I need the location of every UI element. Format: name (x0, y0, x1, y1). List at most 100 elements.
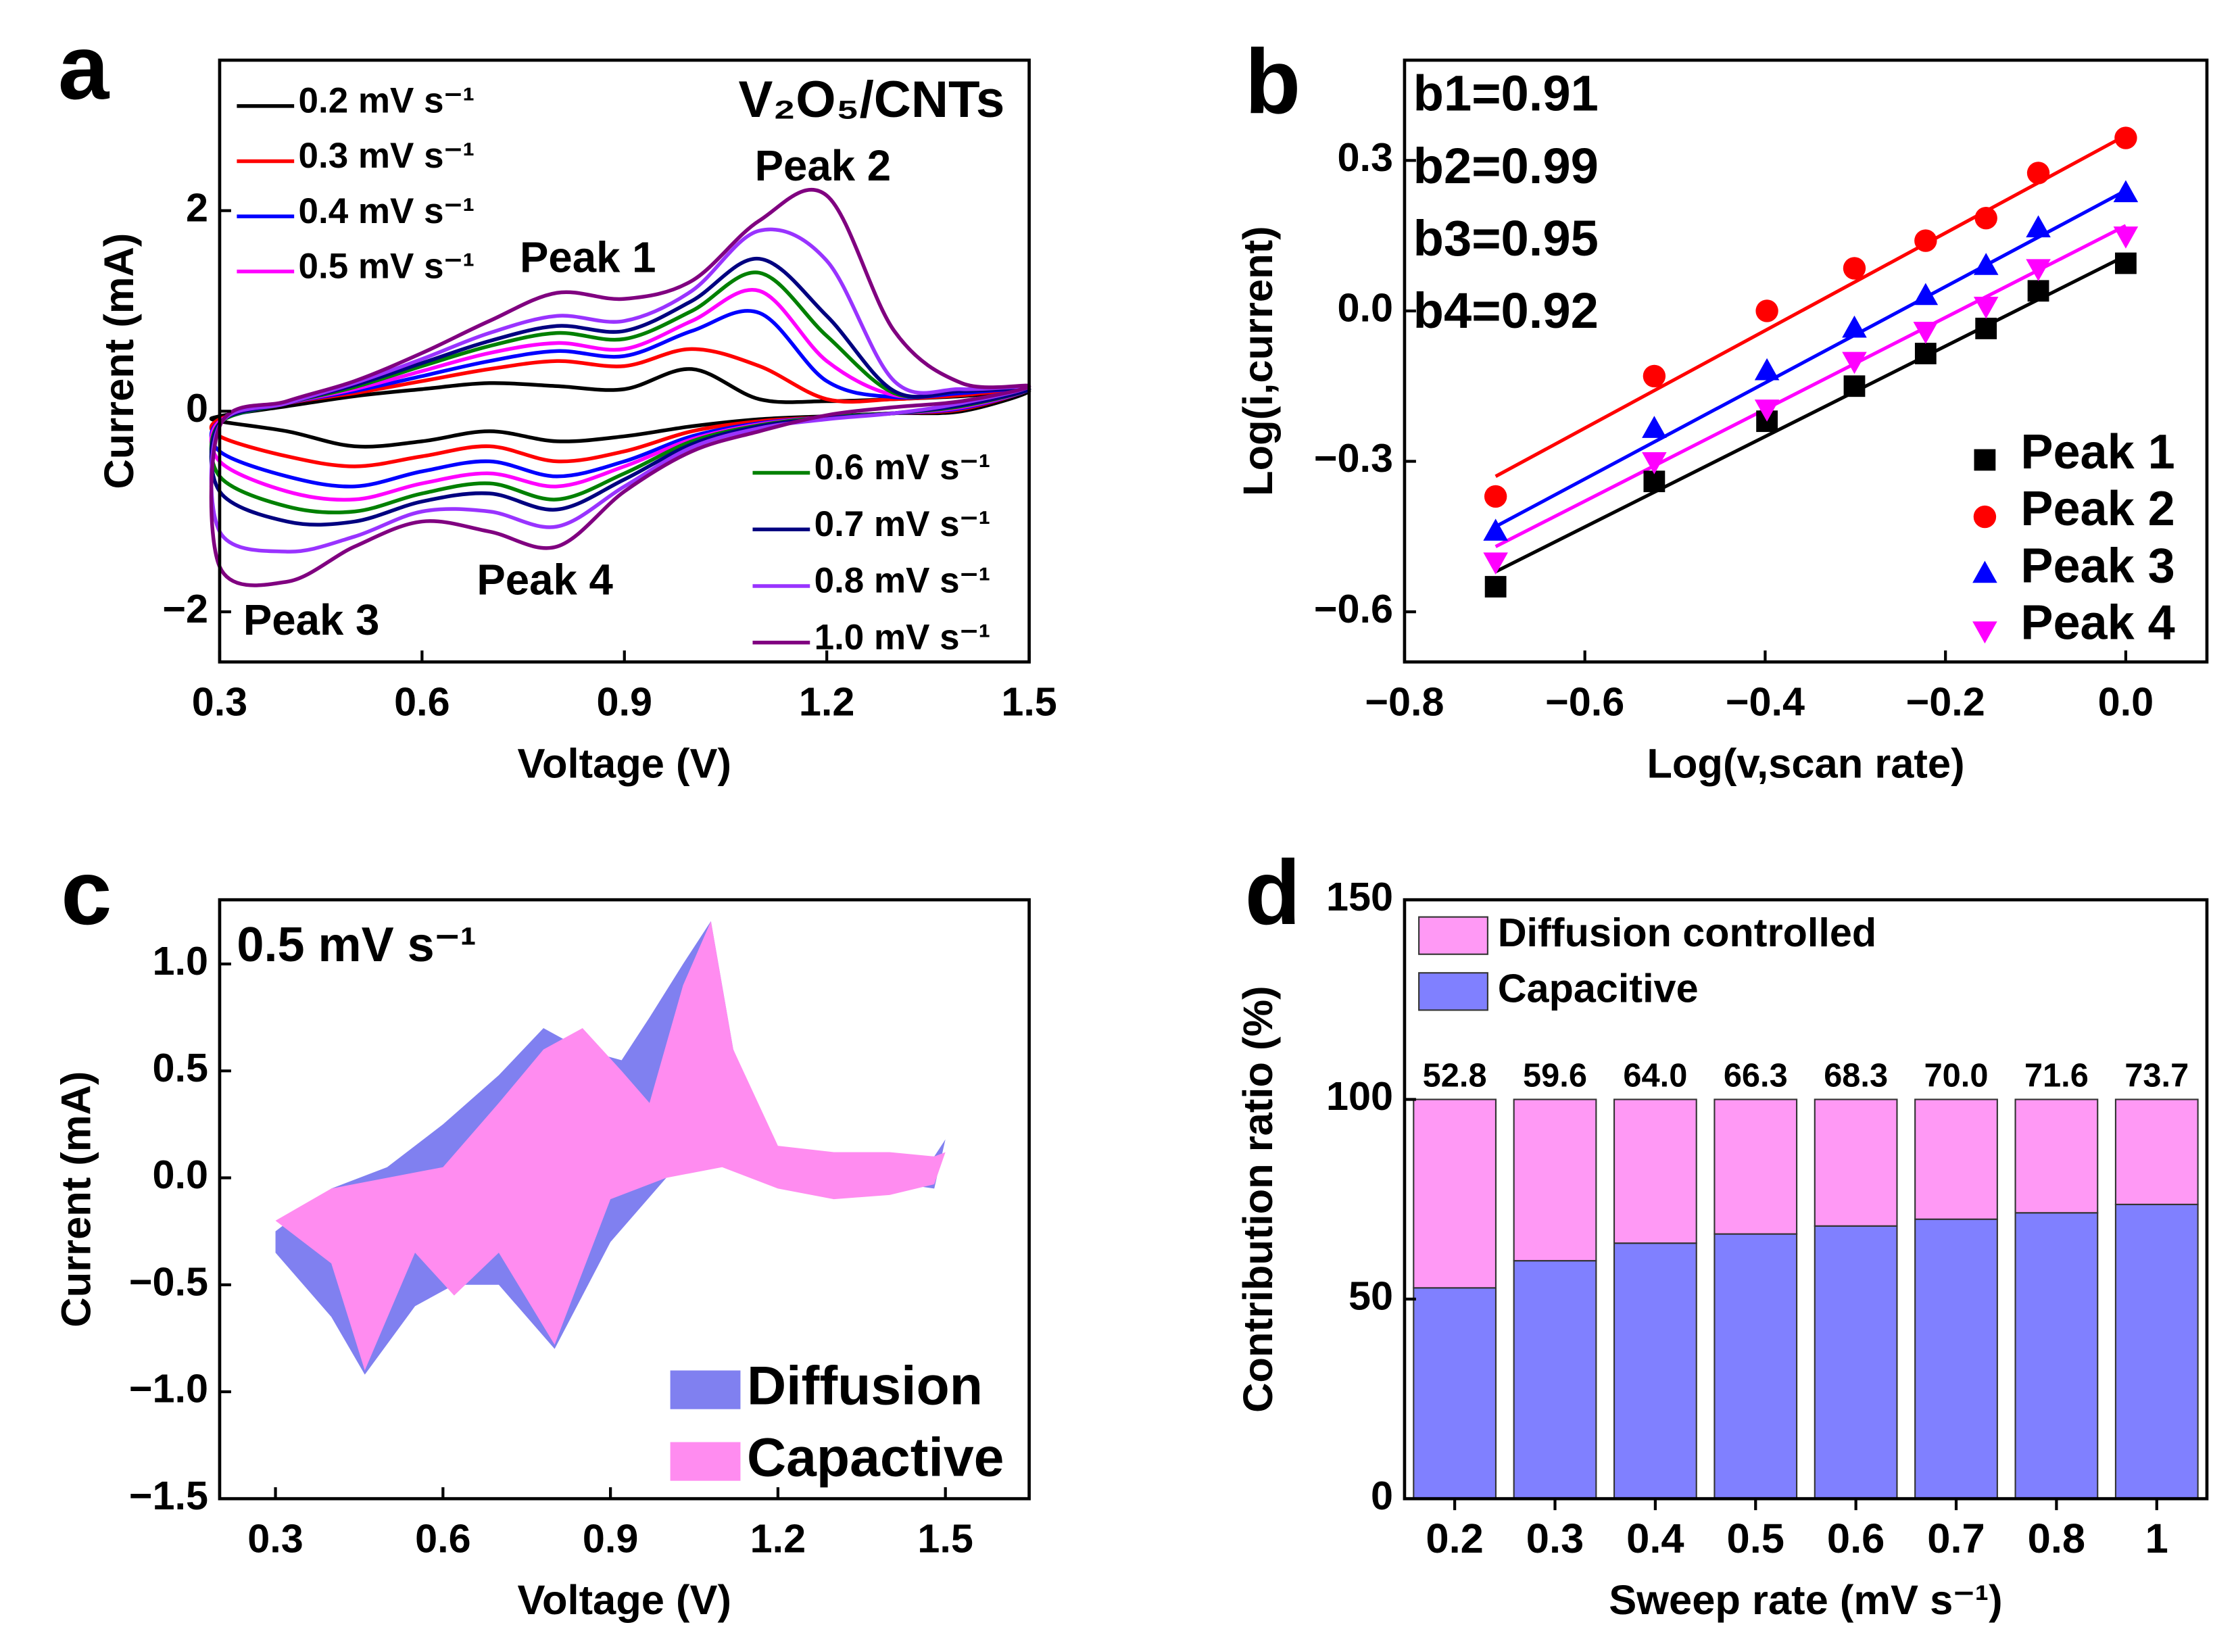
y-tick-label: −1.0 (129, 1366, 208, 1411)
marker (1914, 343, 1937, 364)
annotation: b2=0.99 (1413, 138, 1599, 194)
legend-label: Diffusion controlled (1498, 910, 1876, 955)
legend-label: 0.6 mV s⁻¹ (815, 447, 991, 487)
area (275, 921, 946, 1371)
axes-frame (1403, 58, 2209, 664)
marker (1484, 576, 1507, 598)
x-axis-title: Voltage (V) (518, 1577, 731, 1624)
legend-swatch (1418, 972, 1488, 1011)
x-tick-label: 1.5 (1001, 679, 1057, 725)
x-tick-label: 1.5 (917, 1515, 973, 1561)
marker (1913, 322, 1939, 344)
marker (2114, 126, 2137, 149)
x-tick-label: −0.8 (1365, 679, 1444, 725)
marker (1642, 452, 1667, 475)
bar (1814, 1225, 1898, 1500)
panel: d 52.8 0.2 59.6 0.3 64.0 0.4 66.3 0.5 68.3 0.6 70.0… (1235, 841, 2209, 1624)
bar (2014, 1212, 2099, 1500)
x-tick-label: −0.2 (1906, 679, 1985, 725)
x-tick-label: 0.7 (1927, 1515, 1985, 1562)
x-tick-label: 0.2 (1426, 1515, 1483, 1562)
marker (2115, 252, 2137, 274)
x-tick-label: 0.3 (1526, 1515, 1584, 1562)
x-tick-label: 0.9 (597, 679, 653, 725)
y-tick-label: 100 (1326, 1073, 1393, 1119)
legend-label: Capacitive (1498, 965, 1699, 1011)
x-tick-label: 1.2 (750, 1515, 806, 1561)
panel-label: d (1244, 841, 1301, 944)
marker (1843, 257, 1866, 280)
fit-line (1494, 189, 2127, 529)
fit-line (1494, 254, 2127, 574)
value-label: 68.3 (1824, 1058, 1888, 1094)
legend-label: 0.2 mV s⁻¹ (299, 81, 475, 121)
y-tick-label: −1.5 (129, 1473, 208, 1518)
x-tick-label: −0.4 (1726, 679, 1805, 725)
x-tick-label: 0.0 (2098, 679, 2154, 725)
bar (1714, 1233, 1798, 1500)
y-tick-label: 50 (1348, 1273, 1393, 1319)
y-axis-title: Current (mA) (96, 233, 143, 489)
marker (1974, 207, 1997, 230)
marker (1483, 518, 1508, 541)
legend-label: Peak 3 (2020, 539, 2174, 593)
legend-label: 0.3 mV s⁻¹ (299, 136, 475, 176)
cv-curve (209, 257, 1031, 527)
value-label: 73.7 (2124, 1058, 2189, 1094)
y-axis-title: Log(i,current) (1235, 226, 1282, 496)
annotation: Peak 2 (755, 142, 892, 190)
marker (2026, 162, 2050, 185)
legend-label: Peak 2 (2020, 482, 2174, 536)
marker (1843, 375, 1866, 397)
y-tick-label: 0.0 (152, 1152, 208, 1197)
annotation: 0.5 mV s⁻¹ (237, 918, 476, 972)
bar (1914, 1218, 1998, 1500)
y-tick-label: 150 (1326, 874, 1393, 919)
legend-label: 1.0 mV s⁻¹ (815, 617, 991, 657)
y-tick-label: 0.3 (1337, 135, 1393, 180)
y-tick-label: 0 (186, 385, 208, 431)
legend-swatch (670, 1442, 741, 1481)
marker (2027, 280, 2049, 302)
legend-label: 0.5 mV s⁻¹ (299, 246, 475, 286)
cv-curve (209, 367, 1031, 449)
x-tick-label: 0.6 (1827, 1515, 1885, 1562)
annotation: Peak 3 (243, 596, 380, 644)
marker (1975, 318, 1997, 339)
annotation: V₂O₅/CNTs (738, 71, 1004, 128)
y-tick-label: 0.0 (1337, 285, 1393, 331)
bar (1613, 1242, 1697, 1500)
y-tick-label: −0.5 (129, 1259, 208, 1304)
value-label: 66.3 (1724, 1058, 1788, 1094)
x-axis-title: Log(v,scan rate) (1647, 740, 1964, 787)
marker (1755, 299, 1778, 322)
y-tick-label: −0.3 (1314, 435, 1393, 481)
x-tick-label: 1.2 (799, 679, 855, 725)
legend-label: Peak 4 (2020, 596, 2174, 650)
x-tick-label: −0.6 (1545, 679, 1624, 725)
legend-marker (1972, 560, 1997, 583)
value-label: 71.6 (2024, 1058, 2089, 1094)
marker (1754, 399, 1780, 422)
y-tick-label: −0.6 (1314, 586, 1393, 631)
bar (1413, 1287, 1497, 1500)
legend-marker (1973, 505, 1997, 529)
x-tick-label: 0.3 (247, 1515, 303, 1561)
marker (2026, 259, 2051, 281)
bar (1613, 1098, 1697, 1244)
marker (1914, 229, 1937, 252)
legend-swatch (670, 1370, 741, 1409)
x-tick-label: 0.6 (415, 1515, 471, 1561)
x-tick-label: 0.9 (583, 1515, 639, 1561)
panel: c Diffusion Capactive 0.5 mV s⁻¹ −1.5 −1.0 −0.… (53, 841, 1031, 1624)
marker (1483, 552, 1508, 575)
legend-label: Peak 1 (2020, 425, 2174, 479)
marker (1842, 315, 1867, 338)
y-axis-title: Contribution ratio (%) (1235, 986, 1282, 1413)
legend-marker (1972, 621, 1997, 643)
panel-label: c (61, 841, 112, 944)
marker (1973, 297, 1999, 319)
y-tick-label: −2 (162, 586, 208, 631)
